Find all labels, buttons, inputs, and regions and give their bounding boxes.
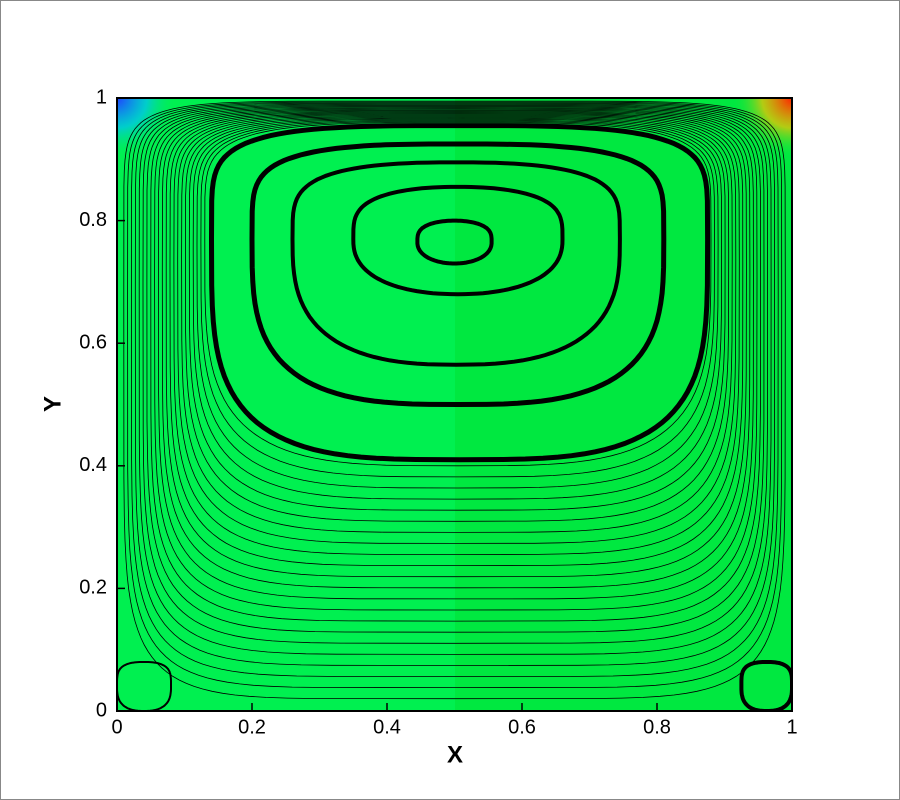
y-tick-label: 0.6 — [79, 331, 107, 353]
streamline — [117, 661, 172, 711]
streamline — [169, 112, 744, 567]
y-tick-label: 0.4 — [79, 454, 107, 476]
x-tick-label: 0 — [111, 716, 122, 738]
streamline — [177, 115, 737, 544]
streamline — [290, 160, 622, 367]
x-axis-label: X — [447, 741, 463, 768]
plot-frame — [116, 97, 793, 712]
streamline — [181, 116, 733, 533]
plot-area — [117, 98, 792, 711]
streamline — [161, 110, 751, 589]
streamline — [123, 100, 786, 700]
streamline — [196, 120, 719, 489]
x-tick-label: 1 — [786, 716, 797, 738]
x-tick-label: 0.8 — [643, 716, 671, 738]
streamline — [185, 116, 730, 522]
x-tick-label: 0.2 — [238, 716, 266, 738]
x-tick-label: 0.6 — [508, 716, 536, 738]
streamline — [200, 121, 715, 478]
streamline — [127, 101, 783, 689]
y-tick-label: 0.8 — [79, 209, 107, 231]
y-axis-label: Y — [39, 396, 66, 412]
corner-high — [732, 98, 792, 158]
streamline — [154, 108, 758, 611]
streamline — [131, 102, 779, 678]
streamline — [173, 113, 740, 555]
streamline — [165, 111, 747, 578]
streamline — [138, 104, 772, 655]
streamline — [146, 106, 765, 633]
streamline — [188, 117, 726, 511]
streamline — [158, 109, 754, 600]
streamline — [142, 105, 769, 644]
streamlines — [117, 100, 792, 711]
y-tick-label: 1 — [96, 86, 107, 108]
y-tick-label: 0.2 — [79, 577, 107, 599]
streamline — [415, 218, 494, 266]
y-tick-label: 0 — [96, 699, 107, 721]
streamline — [351, 184, 565, 297]
streamline — [208, 123, 711, 463]
streamline — [134, 103, 776, 666]
streamline — [150, 107, 761, 622]
streamline — [249, 141, 667, 408]
streamline — [204, 122, 712, 467]
x-tick-label: 0.4 — [373, 716, 401, 738]
streamline — [192, 119, 723, 500]
streamline — [739, 660, 792, 711]
